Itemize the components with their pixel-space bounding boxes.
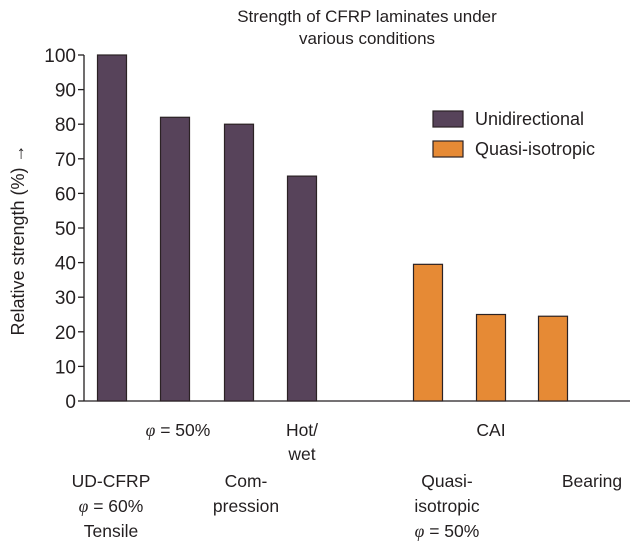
bar-quasi-isotropic — [412, 263, 444, 402]
category-label: CAI — [476, 420, 505, 440]
y-tick-label: 100 — [44, 46, 76, 67]
category-label-line: wet — [287, 444, 315, 464]
category-label-line: isotropic — [414, 496, 479, 516]
category-label-text: isotropic — [414, 496, 479, 516]
category-label-text: Quasi- — [421, 471, 473, 491]
legend: Unidirectional Quasi-isotropic — [432, 109, 595, 159]
phi-symbol: φ — [146, 420, 156, 440]
category-label: φ = 50% — [146, 420, 211, 440]
bar-unidirectional — [223, 123, 255, 402]
legend-swatch — [432, 140, 464, 158]
category-label: Quasi-isotropic φ = 50% — [414, 471, 479, 541]
y-tick-label: 60 — [55, 184, 76, 205]
category-label-line: φ = 50% — [415, 521, 480, 541]
category-label-line: Hot/ — [286, 420, 318, 440]
category-label-text: wet — [287, 444, 315, 464]
y-tick-label: 90 — [55, 81, 76, 102]
bar-quasi-isotropic — [537, 315, 569, 402]
y-tick-label: 20 — [55, 323, 76, 344]
category-label-line: Tensile — [84, 521, 138, 541]
bar-unidirectional — [96, 54, 128, 402]
y-tick-label: 50 — [55, 219, 76, 240]
bar-unidirectional — [159, 116, 191, 402]
chart-title-line-2: various conditions — [299, 29, 435, 48]
y-tick-label: 40 — [55, 254, 76, 275]
legend-swatch — [432, 110, 464, 128]
y-tick-label: 10 — [55, 357, 76, 378]
y-axis-label: Relative strength (%) → — [8, 144, 28, 335]
bar-unidirectional — [286, 175, 318, 402]
legend-label: Quasi-isotropic — [475, 139, 595, 159]
category-label-line: pression — [213, 496, 279, 516]
category-label-line: Bearing — [562, 471, 622, 491]
chart-title-line-1: Strength of CFRP laminates under — [237, 7, 497, 26]
category-label-line: φ = 50% — [146, 420, 211, 440]
category-label-text: Bearing — [562, 471, 622, 491]
category-label-line: φ = 60% — [79, 496, 144, 516]
category-label-line: UD-CFRP — [72, 471, 151, 491]
chart-title: Strength of CFRP laminates under various… — [237, 7, 497, 48]
y-axis-label-text: Relative strength (%) → — [8, 144, 28, 335]
bars — [96, 54, 569, 402]
y-tick-label: 30 — [55, 288, 76, 309]
y-tick-label: 80 — [55, 115, 76, 136]
category-label-text: Hot/ — [286, 420, 318, 440]
category-labels: φ = 50% Hot/wet CAI UD-CFRP φ = 60% Tensile Co… — [72, 420, 623, 541]
category-label: Com-pression — [213, 471, 279, 516]
category-label-text: Com- — [225, 471, 268, 491]
y-ticks: 0 10 20 30 40 50 60 70 80 90 100 — [44, 46, 84, 413]
category-label-text: Tensile — [84, 521, 138, 541]
category-label-text: = 50% — [424, 521, 479, 541]
category-label-line: Quasi- — [421, 471, 473, 491]
category-label-text: CAI — [476, 420, 505, 440]
phi-symbol: φ — [415, 521, 425, 541]
legend-label: Unidirectional — [475, 109, 584, 129]
category-label-text: pression — [213, 496, 279, 516]
category-label-text: UD-CFRP — [72, 471, 151, 491]
category-label: UD-CFRP φ = 60% Tensile — [72, 471, 151, 541]
category-label-line: CAI — [476, 420, 505, 440]
y-tick-label: 70 — [55, 150, 76, 171]
category-label: Bearing — [562, 471, 622, 491]
category-label: Hot/wet — [286, 420, 318, 464]
y-tick-label: 0 — [65, 392, 76, 413]
category-label-text: = 60% — [88, 496, 143, 516]
category-label-text: = 50% — [155, 420, 210, 440]
bar-quasi-isotropic — [475, 313, 507, 402]
category-label-line: Com- — [225, 471, 268, 491]
phi-symbol: φ — [79, 496, 89, 516]
